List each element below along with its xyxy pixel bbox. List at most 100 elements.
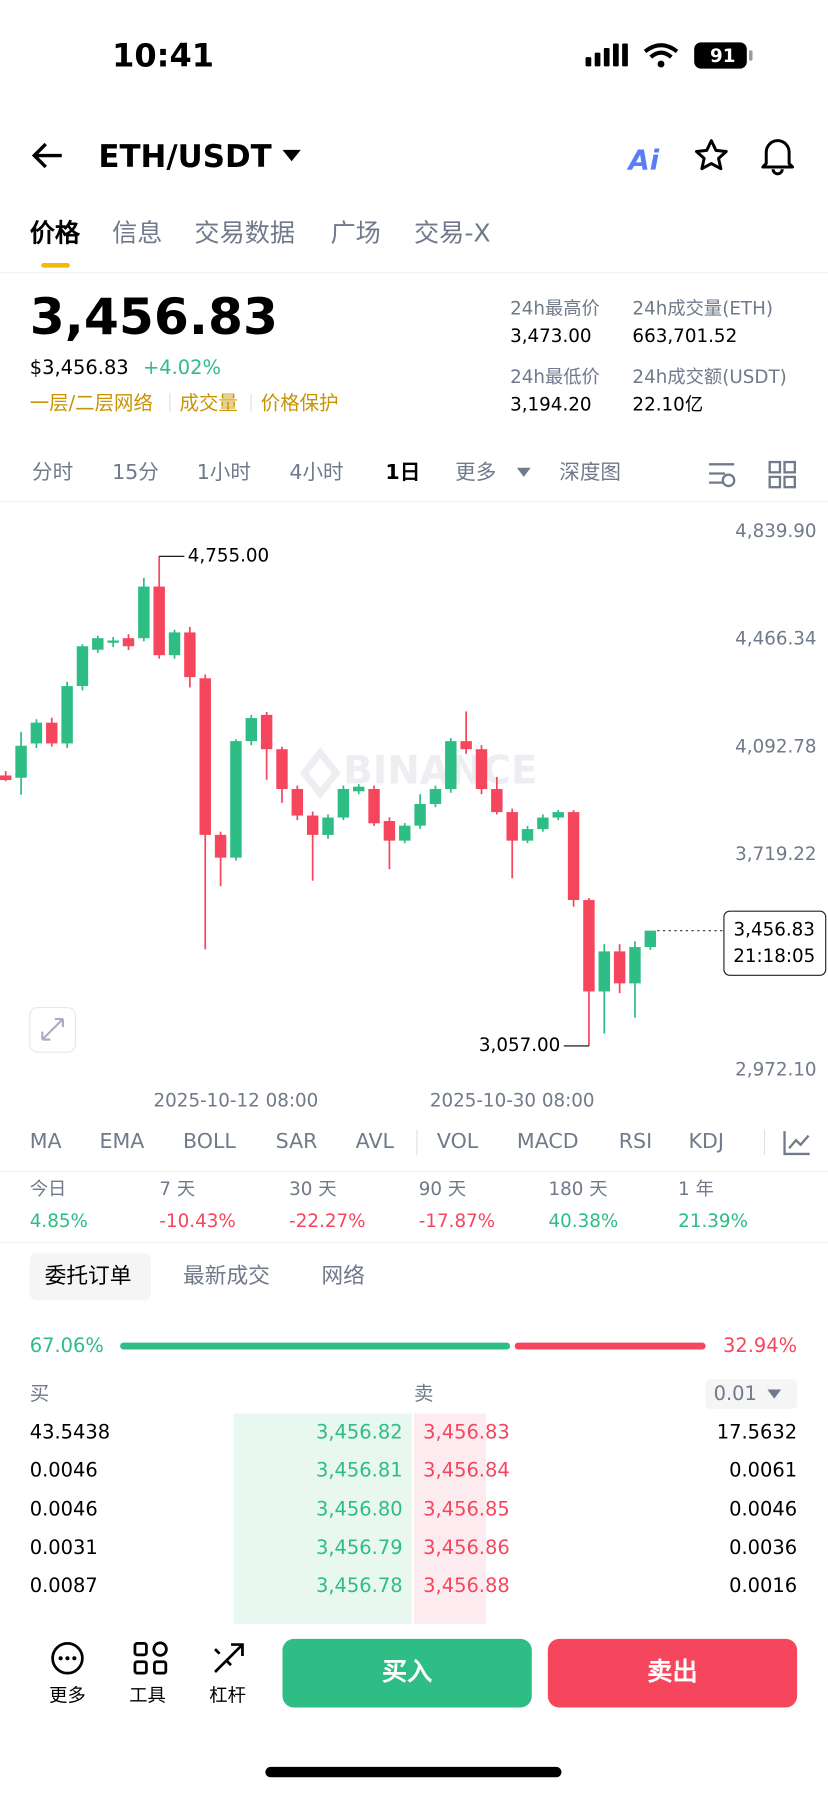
separator	[250, 393, 252, 412]
bid-quantity: 0.0031	[29, 1536, 98, 1560]
expand-icon	[41, 1017, 64, 1041]
ai-button[interactable]: Ai	[628, 144, 660, 177]
interval[interactable]: 1小时	[196, 460, 251, 485]
buy-button[interactable]	[282, 1638, 532, 1708]
tab[interactable]: 交易-X	[413, 219, 491, 249]
stat-value: 3,194.20	[510, 393, 592, 416]
interval[interactable]: 深度图	[559, 460, 621, 485]
candle-body	[306, 815, 319, 835]
pair-dropdown[interactable]	[281, 149, 302, 163]
candle-body	[583, 900, 595, 992]
ask-quantity: 0.0046	[729, 1498, 798, 1521]
interval[interactable]: 分时	[32, 460, 74, 485]
interval[interactable]: 更多	[455, 460, 497, 485]
candle-body	[0, 775, 12, 781]
indicator[interactable]: BOLL	[182, 1129, 236, 1154]
orderbook-tab[interactable]: 最新成交	[182, 1263, 270, 1289]
tab[interactable]: 价格	[29, 219, 81, 249]
candle-body	[276, 749, 288, 790]
sell-button[interactable]	[547, 1638, 798, 1708]
candle-body	[337, 789, 350, 818]
clock: 10:41	[112, 36, 215, 75]
indicator[interactable]: RSI	[618, 1129, 653, 1154]
indicator[interactable]: MACD	[516, 1129, 579, 1154]
candle-body	[107, 640, 119, 643]
bid-quantity: 0.0087	[29, 1575, 98, 1599]
candle-body	[383, 821, 396, 841]
stat-value: 3,473.00	[510, 324, 592, 347]
indicator[interactable]: SAR	[275, 1129, 318, 1154]
home-indicator	[265, 1766, 562, 1778]
more-dropdown[interactable]	[516, 467, 531, 478]
tab[interactable]: 交易数据	[194, 219, 296, 249]
bid-price: 3,456.81	[315, 1459, 403, 1483]
battery: 91	[710, 44, 736, 67]
period-change: -22.27%	[289, 1209, 366, 1232]
candle-body	[214, 834, 227, 858]
candle-body	[644, 930, 657, 948]
candle-body	[76, 646, 89, 687]
ask-quantity: 17.5632	[716, 1420, 798, 1444]
leverage-button[interactable]: 杠杆	[209, 1684, 246, 1707]
usd-price: $3,456.83	[29, 356, 129, 380]
indicator[interactable]: MA	[29, 1129, 62, 1154]
candle-body	[168, 632, 181, 656]
candle-body	[61, 686, 73, 744]
bid-price: 3,456.79	[315, 1536, 403, 1560]
precision-value: 0.01	[713, 1382, 757, 1405]
candle-body	[598, 951, 610, 992]
x-tick-label: 2025-10-12 08:00	[154, 1090, 319, 1111]
ask-quantity: 0.0016	[729, 1575, 798, 1599]
ask-quantity: 0.0036	[729, 1536, 798, 1560]
indicator[interactable]: AVL	[355, 1129, 395, 1154]
y-tick-label: 4,839.90	[735, 521, 816, 542]
y-tick-label: 4,466.34	[735, 629, 816, 650]
stat-label: 24h最高价	[510, 297, 600, 320]
period-label: 30 天	[289, 1177, 337, 1200]
back-button[interactable]	[30, 140, 67, 172]
notification-button[interactable]	[759, 135, 796, 176]
divider	[0, 500, 828, 503]
period-change: -17.87%	[418, 1209, 496, 1232]
tab[interactable]: 广场	[330, 219, 381, 249]
candle-body	[199, 678, 211, 835]
indicator[interactable]: VOL	[436, 1129, 479, 1154]
tab[interactable]: 信息	[112, 219, 163, 249]
tools-button[interactable]: 工具	[129, 1684, 166, 1707]
indicator[interactable]: EMA	[99, 1129, 145, 1154]
period-label: 7 天	[159, 1177, 196, 1200]
more-button[interactable]: 更多	[49, 1684, 86, 1707]
indicator[interactable]: KDJ	[688, 1129, 724, 1154]
chart-settings[interactable]	[707, 460, 801, 490]
tag[interactable]: 价格保护	[260, 391, 339, 415]
interval[interactable]: 1日	[385, 460, 421, 485]
candle-body	[260, 714, 273, 750]
favorite-button[interactable]	[693, 137, 730, 174]
stat-label: 24h最低价	[510, 365, 600, 388]
orderbook-tab[interactable]: 委托订单	[44, 1263, 132, 1289]
interval[interactable]: 15分	[112, 460, 159, 485]
tag[interactable]: 一层/二层网络	[29, 391, 153, 415]
precision-select[interactable]	[705, 1379, 798, 1409]
y-tick-label: 3,719.22	[735, 844, 816, 865]
pair-title[interactable]: ETH/USDT	[98, 138, 272, 175]
bid-depth	[233, 1413, 412, 1624]
interval[interactable]: 4小时	[289, 460, 344, 485]
bid-quantity: 0.0046	[29, 1459, 98, 1483]
period-change: 21.39%	[678, 1209, 748, 1232]
candle-body	[184, 632, 196, 678]
candle-body	[30, 722, 43, 744]
sell-ratio-bar	[514, 1342, 706, 1350]
candle-body	[245, 718, 258, 742]
divider	[0, 1171, 828, 1173]
ask-quantity: 0.0061	[729, 1459, 798, 1483]
candle-body	[460, 741, 472, 750]
last-price-label: 3,456.83	[734, 920, 815, 941]
bid-quantity: 0.0046	[29, 1498, 98, 1521]
indicator-settings[interactable]	[782, 1129, 812, 1156]
orderbook-tab[interactable]: 网络	[321, 1263, 365, 1289]
sell-ratio: 32.94%	[722, 1334, 798, 1357]
period-change: 4.85%	[29, 1209, 88, 1232]
tag[interactable]: 成交量	[179, 391, 238, 415]
